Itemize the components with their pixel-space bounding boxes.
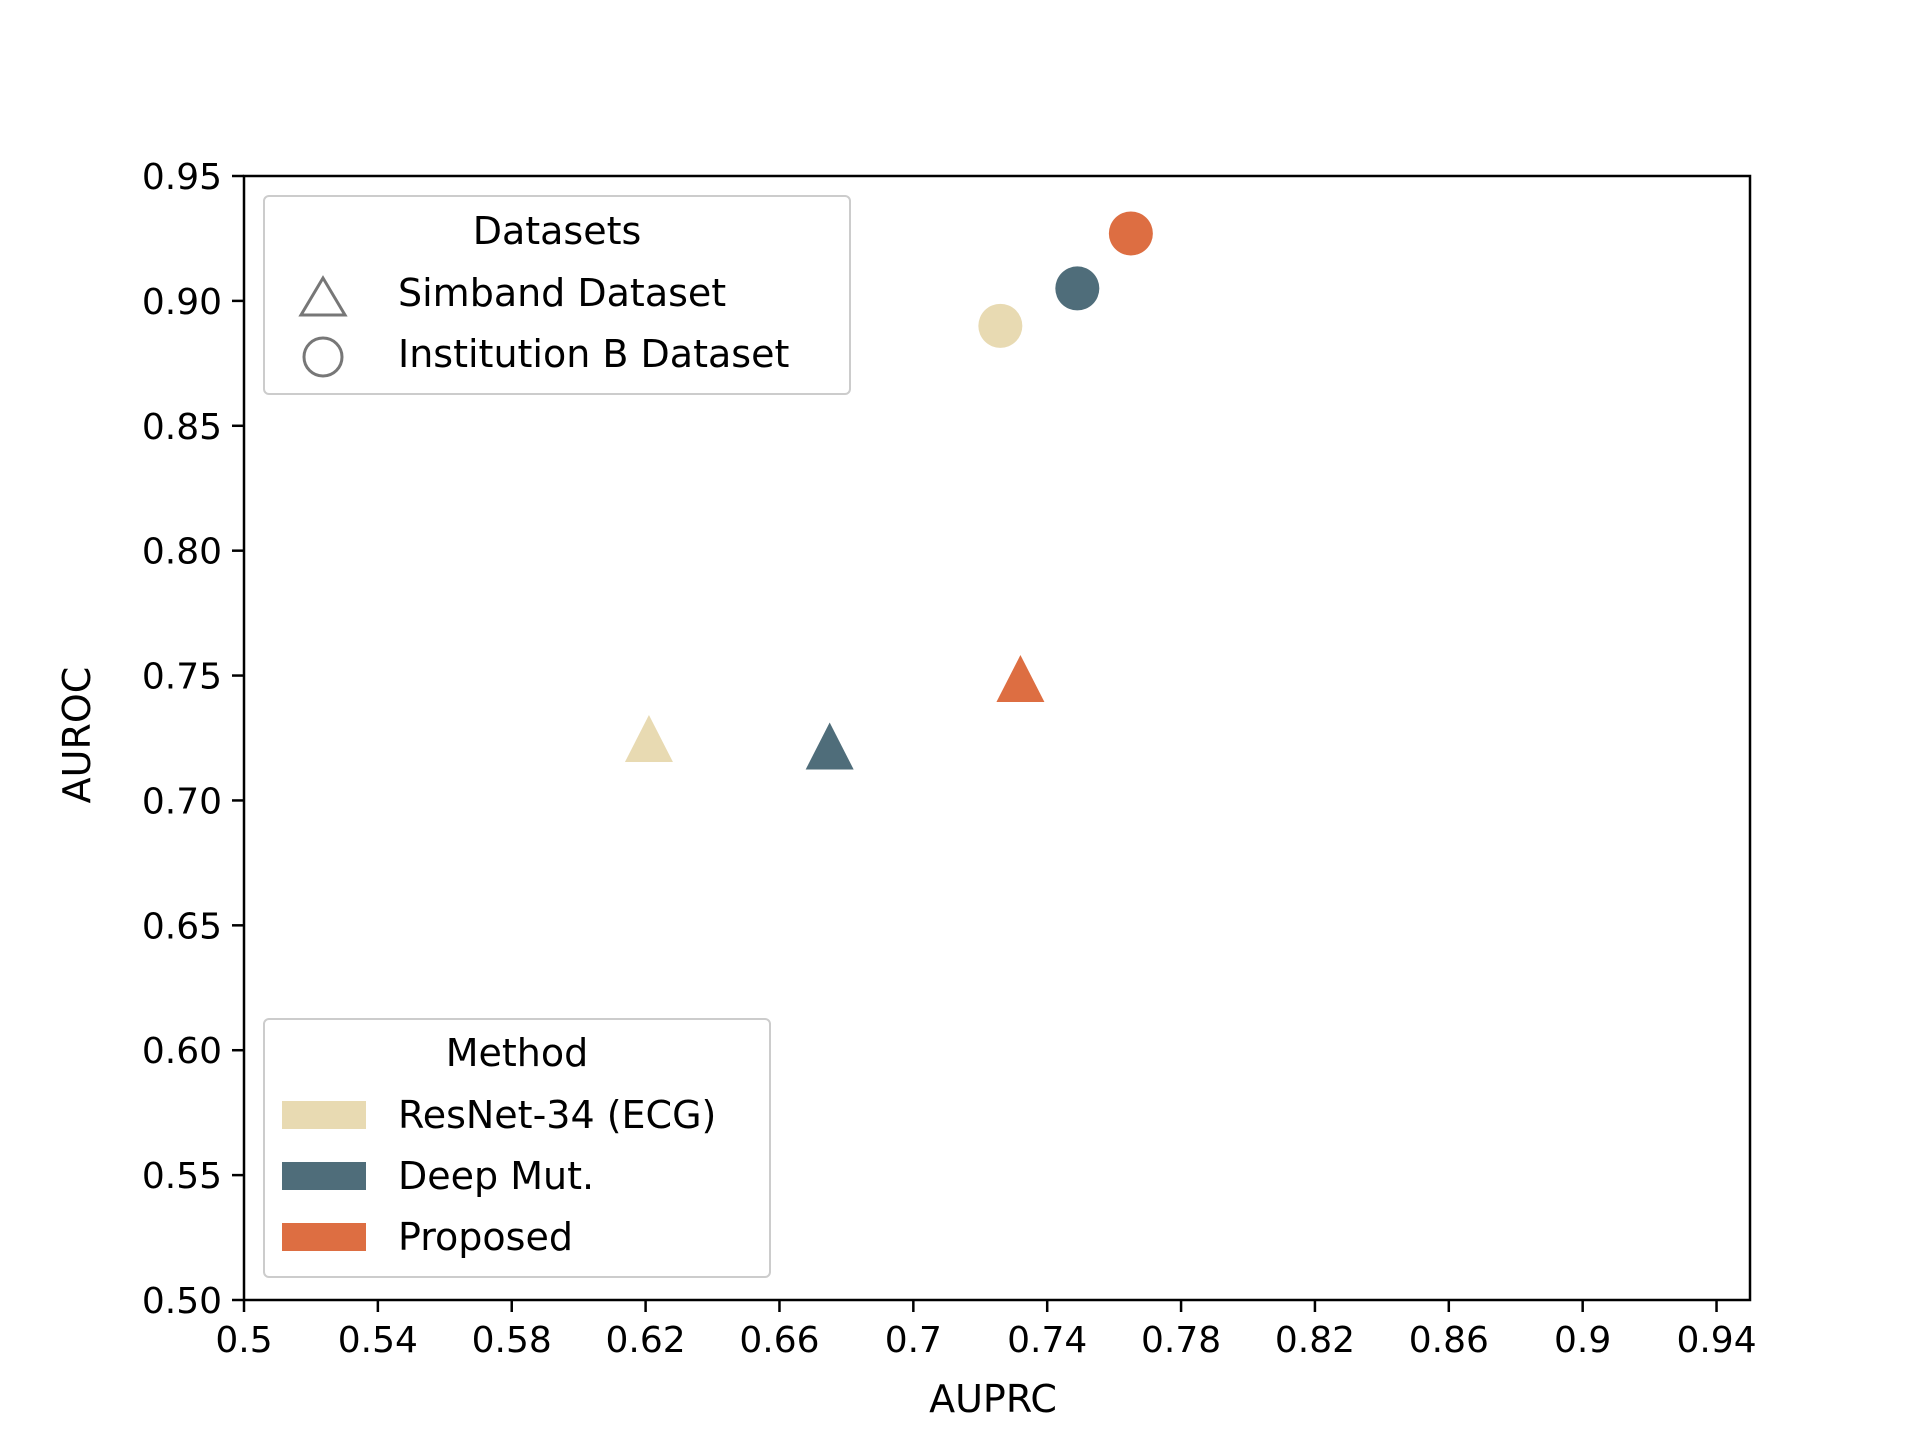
- x-tick-label: 0.7: [885, 1320, 942, 1361]
- axis-ticks: 0.5 0.54 0.58 0.62 0.66 0.7 0.74 0.78 0.82 0.86 0.…: [142, 157, 1757, 1361]
- method-legend-label: Proposed: [398, 1215, 573, 1259]
- data-point-circle: [1108, 211, 1153, 256]
- method-legend-label: ResNet-34 (ECG): [398, 1093, 716, 1137]
- legend-swatch: [282, 1162, 366, 1190]
- triangle-marker-icon: [298, 275, 348, 317]
- x-tick-label: 0.82: [1275, 1320, 1355, 1361]
- y-tick-label: 0.50: [142, 1281, 222, 1322]
- data-points: [624, 211, 1153, 770]
- x-tick-label: 0.94: [1676, 1320, 1756, 1361]
- x-tick-label: 0.78: [1141, 1320, 1221, 1361]
- data-point-triangle: [805, 722, 854, 770]
- y-tick-label: 0.60: [142, 1031, 222, 1072]
- x-tick-label: 0.66: [739, 1320, 819, 1361]
- y-tick-label: 0.70: [142, 781, 222, 822]
- datasets-legend-title: Datasets: [473, 209, 642, 253]
- datasets-legend-label: Institution B Dataset: [398, 332, 789, 376]
- x-tick-label: 0.54: [338, 1320, 418, 1361]
- y-tick-label: 0.65: [142, 906, 222, 947]
- y-axis-label: AUROC: [55, 667, 99, 804]
- data-point-triangle: [996, 655, 1045, 703]
- data-point-triangle: [624, 714, 673, 762]
- datasets-legend: Datasets Simband Dataset Institution B D…: [263, 195, 851, 395]
- y-tick-label: 0.90: [142, 282, 222, 323]
- legend-swatch: [282, 1223, 366, 1251]
- method-legend: Method ResNet-34 (ECG) Deep Mut. Propose…: [263, 1018, 771, 1278]
- method-legend-label: Deep Mut.: [398, 1154, 594, 1198]
- y-tick-label: 0.55: [142, 1156, 222, 1197]
- x-tick-label: 0.86: [1409, 1320, 1489, 1361]
- x-tick-label: 0.5: [215, 1320, 272, 1361]
- x-tick-label: 0.74: [1007, 1320, 1087, 1361]
- y-tick-label: 0.95: [142, 157, 222, 198]
- x-tick-label: 0.9: [1554, 1320, 1611, 1361]
- x-tick-label: 0.58: [472, 1320, 552, 1361]
- method-legend-title: Method: [446, 1031, 589, 1075]
- y-tick-label: 0.85: [142, 407, 222, 448]
- data-point-circle: [978, 303, 1023, 348]
- x-tick-label: 0.62: [606, 1320, 686, 1361]
- circle-marker-icon: [302, 336, 344, 378]
- legend-swatch: [282, 1101, 366, 1129]
- method-legend-frame: [263, 1018, 771, 1278]
- datasets-legend-label: Simband Dataset: [398, 271, 726, 315]
- x-axis-label: AUPRC: [929, 1377, 1057, 1421]
- y-tick-label: 0.80: [142, 532, 222, 573]
- datasets-legend-frame: [263, 195, 851, 395]
- plot-frame: [242, 174, 1752, 1302]
- y-tick-label: 0.75: [142, 657, 222, 698]
- data-point-circle: [1055, 266, 1100, 311]
